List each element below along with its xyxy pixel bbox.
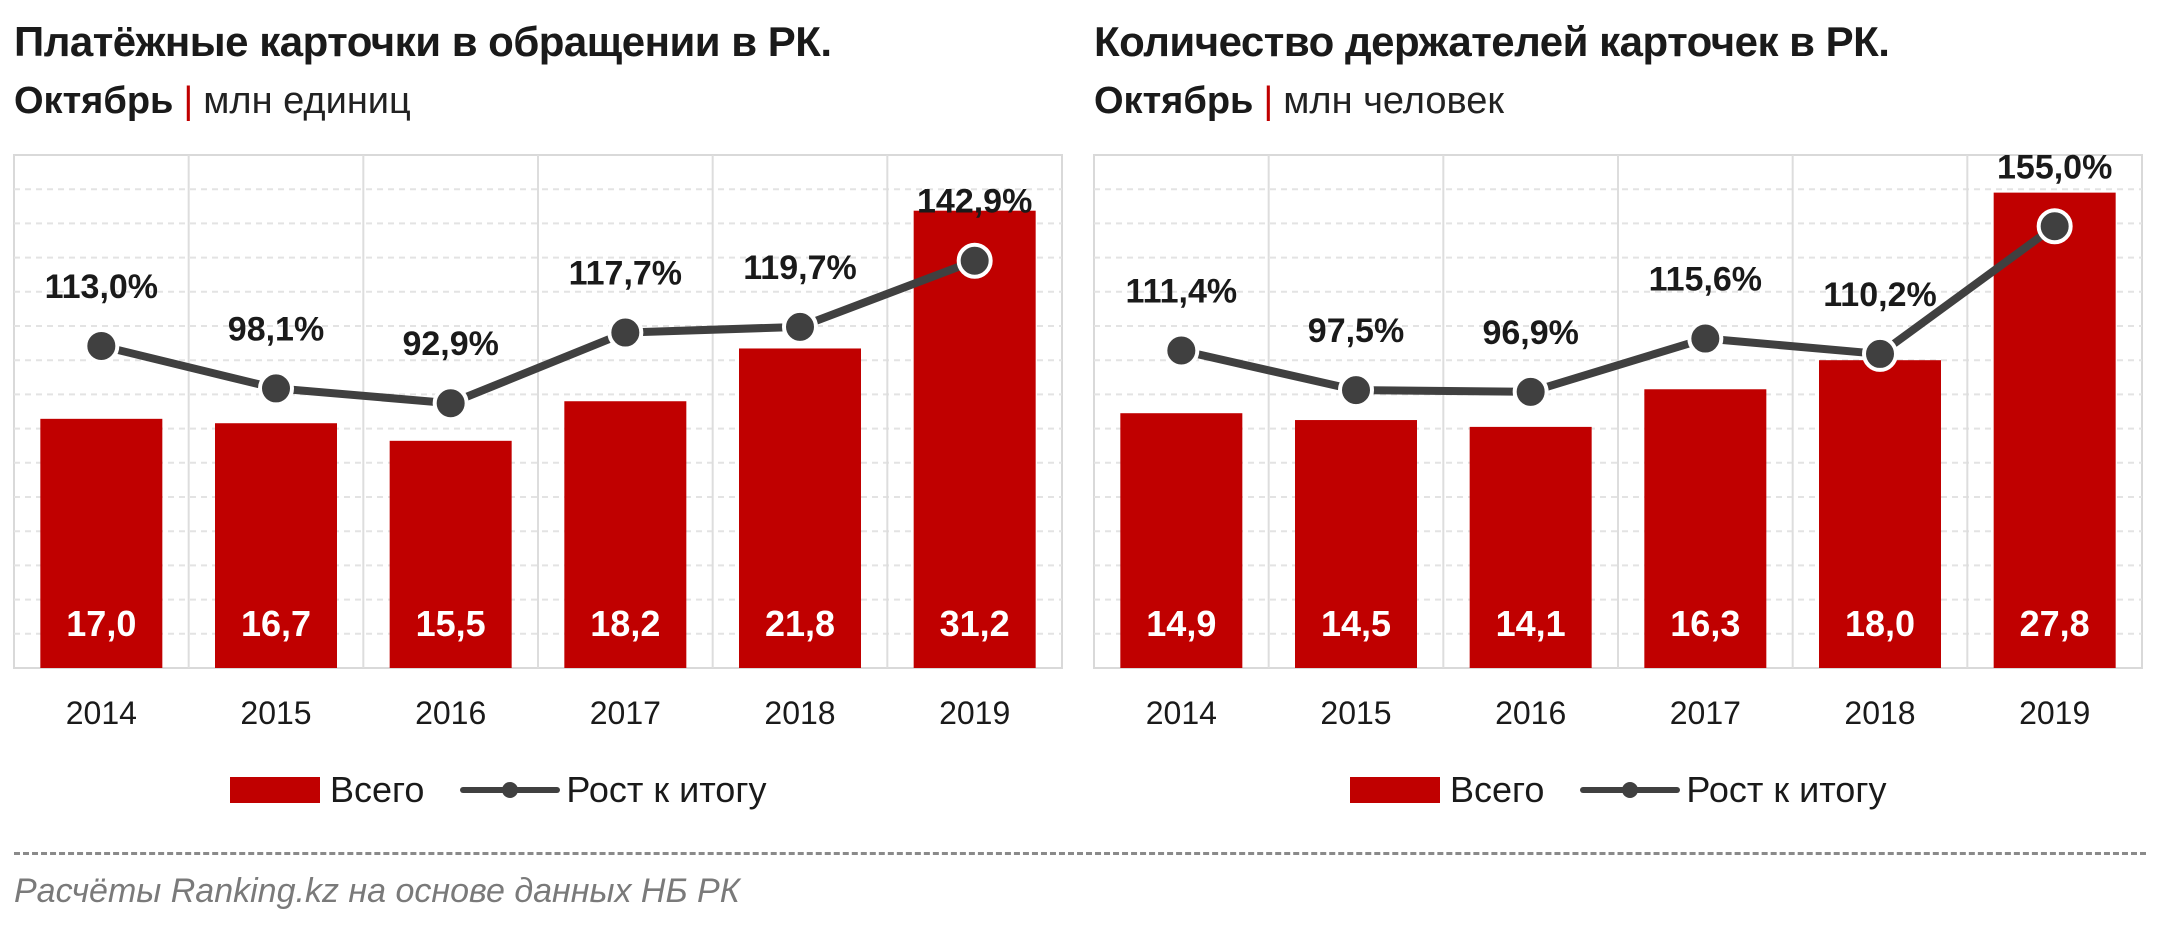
bar-value-label: 17,0: [66, 603, 136, 644]
line-value-label: 119,7%: [743, 249, 856, 287]
chart-subtitle: Октябрь | млн единиц: [14, 80, 411, 123]
x-tick-label: 2016: [1495, 695, 1566, 731]
line-value-label: 111,4%: [1126, 273, 1238, 311]
bar: [1120, 413, 1243, 668]
x-tick-label: 2019: [2019, 695, 2090, 731]
line-value-label: 155,0%: [1997, 148, 2112, 186]
chart-panel-holders: Количество держателей карточек в РК. Окт…: [1080, 0, 2150, 840]
chart-holders: 14,9 2014 14,5 2015 14,1 2016 16,3 2017 18,0 2018…: [1093, 148, 2143, 731]
legend-label-line: Рост к итогу: [566, 769, 767, 810]
line-point: [782, 308, 818, 345]
bar: [913, 210, 1036, 668]
bar: [1644, 389, 1767, 668]
chart-panel-cards: Платёжные карточки в обращении в РК. Окт…: [0, 0, 1070, 840]
line-value-label: 92,9%: [402, 325, 498, 363]
bar-value-label: 14,1: [1496, 603, 1566, 644]
line-point: [432, 385, 469, 422]
line-value-label: 115,6%: [1649, 261, 1762, 299]
growth-line: [1177, 222, 2059, 396]
bar-value-label: 18,0: [1845, 603, 1915, 644]
bar: [1295, 420, 1417, 668]
line-point: [607, 314, 644, 351]
line-point: [1338, 372, 1374, 409]
line-value-label: 98,1%: [228, 310, 324, 348]
line-point: [2036, 208, 2073, 245]
x-tick-label: 2019: [939, 695, 1010, 731]
chart-subtitle: Октябрь | млн человек: [1094, 80, 1504, 123]
line-value-label: 142,9%: [917, 183, 1032, 221]
bar-value-label: 31,2: [940, 603, 1010, 644]
legend-swatch-bar: [230, 777, 320, 803]
source-note: Расчёты Ranking.kz на основе данных НБ Р…: [14, 872, 740, 910]
subtitle-unit: млн человек: [1283, 80, 1505, 122]
line-point: [1862, 335, 1898, 372]
line-point: [1163, 332, 1200, 369]
legend-label-bars: Всего: [330, 769, 425, 810]
line-point: [258, 370, 294, 407]
bar-value-label: 27,8: [2020, 603, 2090, 644]
subtitle-month: Октябрь: [14, 80, 174, 122]
subtitle-separator: |: [183, 80, 194, 122]
bar-value-label: 15,5: [416, 603, 486, 644]
bar: [215, 423, 337, 668]
bar: [1993, 192, 2116, 668]
subtitle-separator: |: [1263, 80, 1274, 122]
line-value-label: 97,5%: [1308, 312, 1404, 350]
chart-legend: Всего Рост к итогу: [230, 765, 766, 815]
x-tick-label: 2015: [1320, 695, 1391, 731]
chart-title: Платёжные карточки в обращении в РК.: [14, 18, 832, 65]
chart-legend: Всего Рост к итогу: [1350, 765, 1886, 815]
chart-cards: 17,0 2014 16,7 2015 15,5 2016 18,2 2017 21,8 2018…: [13, 154, 1063, 731]
line-value-label: 96,9%: [1482, 314, 1578, 352]
subtitle-unit: млн единиц: [203, 80, 411, 122]
line-point: [1687, 320, 1724, 357]
x-tick-label: 2017: [1670, 695, 1741, 731]
x-tick-label: 2018: [1844, 695, 1915, 731]
legend-label-bars: Всего: [1450, 769, 1545, 810]
chart-title: Количество держателей карточек в РК.: [1094, 18, 1890, 65]
bar: [1819, 360, 1941, 668]
footer-divider: [14, 852, 2146, 855]
bar: [564, 401, 687, 668]
bar-value-label: 16,3: [1670, 603, 1740, 644]
bar-value-label: 16,7: [241, 603, 311, 644]
line-point: [83, 327, 120, 364]
x-tick-label: 2017: [590, 695, 661, 731]
line-point: [956, 242, 993, 279]
bar-value-label: 18,2: [590, 603, 660, 644]
line-value-label: 117,7%: [569, 255, 682, 293]
bar: [739, 348, 861, 668]
x-tick-label: 2016: [415, 695, 486, 731]
bar-value-label: 14,9: [1146, 603, 1216, 644]
x-tick-label: 2014: [1146, 695, 1217, 731]
bar: [1469, 426, 1592, 668]
x-tick-label: 2014: [66, 695, 137, 731]
legend-swatch-bar: [1350, 777, 1440, 803]
bar-value-label: 21,8: [765, 603, 835, 644]
line-value-label: 110,2%: [1823, 276, 1936, 314]
bar: [40, 418, 163, 668]
growth-line: [97, 256, 979, 408]
subtitle-month: Октябрь: [1094, 80, 1254, 122]
line-value-label: 113,0%: [45, 268, 158, 306]
bar: [389, 440, 512, 668]
x-tick-label: 2018: [764, 695, 835, 731]
line-point: [1512, 373, 1549, 410]
legend-label-line: Рост к итогу: [1686, 769, 1887, 810]
legend-swatch-line: [1580, 777, 1681, 803]
legend-swatch-line: [460, 777, 561, 803]
bar-value-label: 14,5: [1321, 603, 1391, 644]
x-tick-label: 2015: [240, 695, 311, 731]
